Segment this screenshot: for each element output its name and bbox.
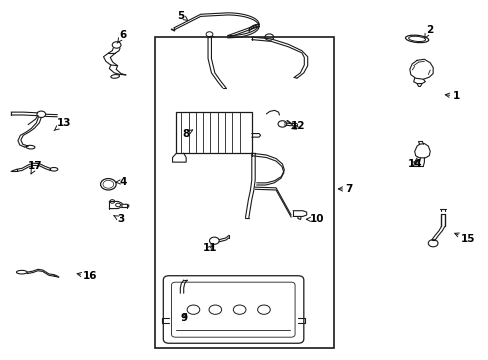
Text: 16: 16 <box>77 271 98 282</box>
Text: 3: 3 <box>114 214 124 224</box>
Text: 11: 11 <box>203 243 217 253</box>
Text: 17: 17 <box>28 161 42 174</box>
Text: 10: 10 <box>306 214 324 224</box>
Text: 8: 8 <box>182 129 192 139</box>
Text: 7: 7 <box>338 184 352 194</box>
Text: 5: 5 <box>177 11 187 21</box>
Text: 12: 12 <box>290 121 305 131</box>
Bar <box>154 37 334 348</box>
Text: 15: 15 <box>454 233 474 244</box>
Text: 13: 13 <box>54 118 71 131</box>
Text: 9: 9 <box>180 312 187 323</box>
Text: 4: 4 <box>116 177 126 187</box>
Text: 6: 6 <box>117 30 126 43</box>
FancyBboxPatch shape <box>163 276 303 343</box>
Text: 2: 2 <box>424 25 432 38</box>
Text: 1: 1 <box>445 91 459 101</box>
Text: 14: 14 <box>407 159 421 169</box>
Bar <box>176 112 251 153</box>
